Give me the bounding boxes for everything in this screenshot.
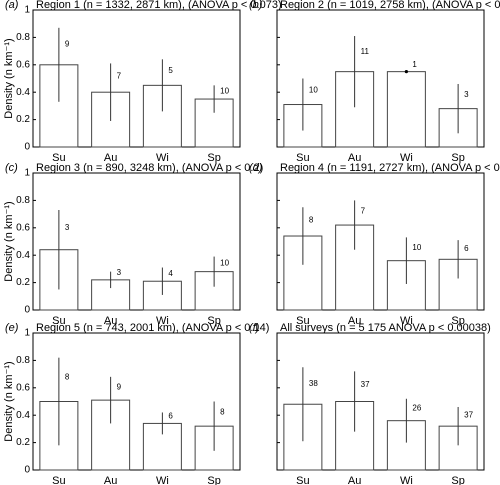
count-label: 7	[361, 207, 366, 216]
count-label: 37	[464, 411, 473, 420]
y-tick-label: 1	[24, 328, 30, 339]
chart-title: Region 5 (n = 743, 2001 km), (ANOVA p < …	[36, 322, 269, 334]
count-label: 10	[220, 258, 229, 267]
chart-title: Region 1 (n = 1332, 2871 km), (ANOVA p <…	[36, 0, 282, 11]
y-tick-label: 0	[24, 465, 30, 476]
y-tick-label: 0.2	[16, 277, 30, 288]
y-tick-label: 0.6	[16, 222, 30, 233]
x-tick-label: Wi	[156, 475, 169, 485]
count-label: 7	[117, 71, 122, 80]
panel-label: (f)	[249, 322, 260, 334]
count-label: 3	[117, 268, 122, 277]
count-label: 5	[168, 66, 173, 75]
panel-label: (c)	[5, 162, 18, 174]
panel-label: (b)	[249, 0, 263, 11]
bar	[387, 72, 425, 147]
y-axis-label: Density (n km⁻¹)	[3, 361, 15, 441]
count-label: 8	[220, 408, 225, 417]
chart-title: Region 3 (n = 890, 3248 km), (ANOVA p < …	[36, 162, 263, 174]
y-tick-label: 1	[24, 5, 30, 16]
y-tick-label: 0.6	[16, 382, 30, 393]
count-label: 3	[464, 90, 469, 99]
x-tick-label: Sp	[451, 475, 464, 485]
y-tick-label: 0.6	[16, 59, 30, 70]
count-label: 38	[309, 379, 318, 388]
y-tick-label: 0.4	[16, 410, 30, 421]
count-label: 37	[361, 380, 370, 389]
count-label: 6	[168, 412, 173, 421]
count-label: 3	[65, 223, 70, 232]
count-label: 9	[117, 382, 122, 391]
y-tick-label: 0.2	[16, 114, 30, 125]
panel-label: (e)	[5, 322, 19, 334]
x-tick-label: Au	[348, 475, 361, 485]
count-label: 10	[220, 87, 229, 96]
x-tick-label: Su	[52, 475, 65, 485]
count-label: 8	[65, 372, 70, 381]
count-label: 11	[361, 47, 370, 56]
x-tick-label: Wi	[400, 475, 413, 485]
x-tick-label: Au	[104, 475, 117, 485]
count-label: 9	[65, 40, 70, 49]
y-tick-label: 0.4	[16, 87, 30, 98]
y-axis-label: Density (n km⁻¹)	[3, 201, 15, 281]
chart-title: All surveys (n = 5 175 ANOVA p < 0.00038…	[280, 322, 491, 334]
y-tick-label: 1	[24, 168, 30, 179]
y-tick-label: 0	[24, 305, 30, 316]
chart-title: Region 2 (n = 1019, 2758 km), (ANOVA p <…	[280, 0, 500, 11]
chart-title: Region 4 (n = 1191, 2727 km), (ANOVA p <…	[280, 162, 500, 174]
y-tick-label: 0.2	[16, 437, 30, 448]
y-tick-label: 0.8	[16, 355, 30, 366]
y-tick-label: 0.8	[16, 32, 30, 43]
count-label: 4	[168, 269, 173, 278]
panel-label: (a)	[5, 0, 19, 11]
count-label: 1	[412, 60, 417, 69]
error-dot	[405, 70, 408, 73]
y-tick-label: 0.4	[16, 250, 30, 261]
y-axis-label: Density (n km⁻¹)	[3, 38, 15, 118]
x-tick-label: Su	[296, 475, 309, 485]
count-label: 10	[412, 243, 421, 252]
y-tick-label: 0	[24, 142, 30, 153]
panel-label: (d)	[249, 162, 263, 174]
count-label: 6	[464, 244, 469, 253]
y-tick-label: 0.8	[16, 195, 30, 206]
count-label: 26	[412, 404, 421, 413]
count-label: 8	[309, 215, 314, 224]
x-tick-label: Sp	[207, 475, 220, 485]
count-label: 10	[309, 85, 318, 94]
